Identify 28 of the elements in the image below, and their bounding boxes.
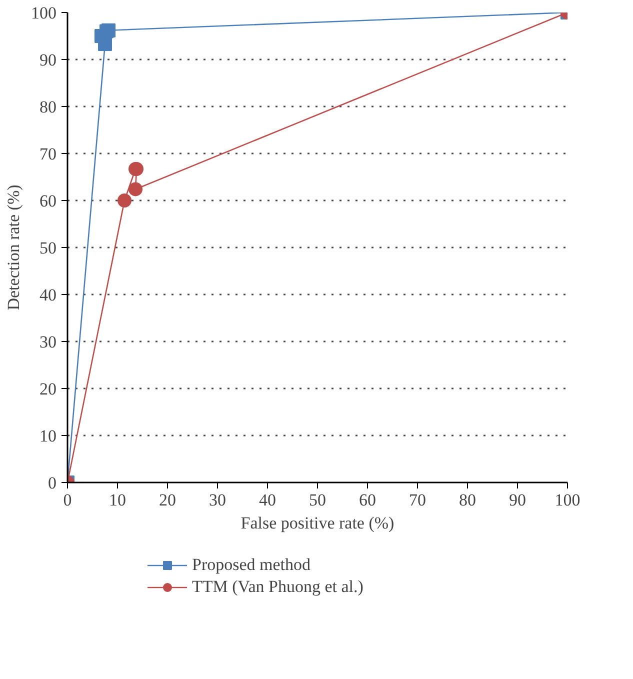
x-axis-title: False positive rate (%) <box>240 514 394 532</box>
x-tick-label: 40 <box>259 490 276 510</box>
point <box>118 194 132 208</box>
x-tick-label: 60 <box>359 490 376 510</box>
x-tick-label: 80 <box>459 490 476 510</box>
y-tick-label: 0 <box>48 474 56 492</box>
y-tick-label: 100 <box>31 4 56 22</box>
y-tick-label: 10 <box>40 426 56 446</box>
y-axis-title: Detection rate (%) <box>4 184 23 310</box>
y-tick-label: 70 <box>40 144 56 164</box>
legend-label: Proposed method <box>192 555 311 575</box>
y-tick-label: 30 <box>40 332 56 352</box>
y-tick-label: 80 <box>40 98 56 116</box>
x-tick-label: 50 <box>309 490 326 510</box>
x-tick-label: 10 <box>109 490 126 510</box>
x-tick-label: 100 <box>554 490 580 510</box>
x-tick-label: 20 <box>159 490 176 510</box>
y-tick-label: 40 <box>40 286 56 304</box>
x-tick-label: 70 <box>409 490 426 510</box>
point <box>128 182 142 196</box>
legend-label: TTM (Van Phuong et al.) <box>192 577 364 597</box>
x-tick-label: 90 <box>509 490 526 510</box>
y-tick-label: 60 <box>40 192 56 210</box>
x-tick-label: 0 <box>63 490 72 510</box>
y-tick-label: 90 <box>40 50 56 70</box>
y-tick-label: 20 <box>40 380 56 398</box>
x-tick-label: 30 <box>209 490 226 510</box>
y-tick-label: 50 <box>40 238 56 258</box>
